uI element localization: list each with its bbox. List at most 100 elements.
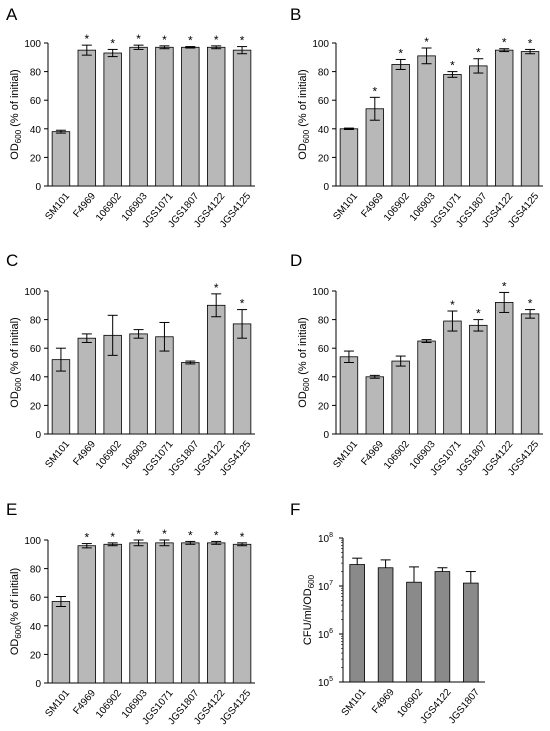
bar-d-jgs1071	[443, 320, 462, 435]
panel-letter-a: A	[6, 5, 18, 24]
significance-star-d: *	[476, 307, 481, 321]
bar-c-f4969	[77, 337, 97, 435]
y-tick-label-a: 20	[30, 153, 42, 164]
y-tick-label-c: 40	[30, 373, 42, 384]
bar-f-106902	[406, 581, 422, 683]
significance-star-e: *	[136, 527, 141, 541]
significance-star-b: *	[424, 35, 429, 49]
significance-star-a: *	[240, 34, 245, 48]
y-tick-label-c: 20	[30, 401, 42, 412]
x-tick-label-e: 106902	[94, 688, 124, 721]
bar-c-jgs1807	[181, 362, 200, 435]
bar-a-jgs1807	[181, 46, 200, 187]
y-tick-label-e: 80	[30, 565, 42, 576]
x-tick-label-f: SM101	[340, 687, 369, 719]
x-tick-label-e: SM101	[43, 688, 72, 720]
bar-c-jgs4122	[206, 304, 226, 435]
y-tick-label-a: 0	[35, 182, 41, 193]
bar-d-jgs4125	[520, 313, 540, 435]
y-axis-title-c: OD600 (% of initial)	[9, 317, 23, 407]
y-axis-title-b: OD600 (% of initial)	[297, 69, 311, 159]
significance-star-a: *	[110, 36, 115, 50]
bar-f-jgs1807	[463, 582, 479, 683]
y-tick-label-d: 0	[323, 430, 329, 441]
x-tick-label-a: 106902	[94, 191, 124, 224]
x-tick-label-a: SM101	[43, 191, 72, 223]
x-tick-label-c: 106902	[94, 439, 124, 472]
y-tick-label-f: 105	[318, 676, 333, 689]
bar-a-jgs4125	[232, 49, 252, 187]
x-tick-label-c: SM101	[43, 439, 72, 471]
significance-star-e: *	[214, 528, 219, 542]
significance-star-c: *	[240, 297, 245, 311]
y-tick-label-b: 100	[312, 39, 329, 50]
significance-star-b: *	[450, 59, 455, 73]
significance-star-a: *	[188, 34, 193, 48]
bar-d-106903	[417, 340, 436, 435]
bar-e-jgs4122	[206, 542, 226, 684]
y-tick-label-a: 60	[30, 96, 42, 107]
bar-f-jgs4122	[434, 571, 451, 683]
bar-e-f4969	[77, 545, 97, 684]
bar-a-sm101	[51, 131, 71, 187]
significance-star-a: *	[84, 32, 89, 46]
panel-letter-f: F	[290, 500, 300, 519]
bar-d-106902	[391, 360, 410, 435]
bar-b-sm101	[339, 128, 359, 187]
bar-b-jgs4122	[494, 49, 514, 187]
bar-a-jgs1071	[155, 46, 174, 187]
bar-c-jgs4125	[232, 323, 252, 435]
significance-star-e: *	[188, 528, 193, 542]
significance-star-b: *	[528, 36, 533, 50]
y-tick-label-e: 60	[30, 593, 42, 604]
panel-letter-e: E	[6, 500, 17, 519]
y-axis-title-a: OD600 (% of initial)	[9, 69, 23, 159]
bar-b-106903	[417, 55, 436, 187]
bar-b-jgs1807	[469, 65, 488, 187]
significance-star-a: *	[136, 32, 141, 46]
significance-star-a: *	[162, 33, 167, 47]
y-tick-label-b: 20	[318, 153, 330, 164]
y-tick-label-c: 100	[24, 287, 41, 298]
bar-e-sm101	[51, 601, 71, 684]
y-tick-label-d: 20	[318, 401, 330, 412]
y-tick-label-e: 0	[35, 679, 41, 690]
bar-d-jgs1807	[469, 324, 488, 435]
significance-star-b: *	[476, 46, 481, 60]
significance-star-e: *	[110, 530, 115, 544]
x-tick-label-b: SM101	[331, 191, 360, 223]
y-tick-label-e: 40	[30, 622, 42, 633]
bar-d-sm101	[339, 356, 359, 435]
x-tick-label-d: 106902	[382, 439, 412, 472]
y-axis-title-d: OD600 (% of initial)	[297, 317, 311, 407]
x-tick-label-f: JGS1807	[447, 687, 483, 726]
y-tick-label-a: 80	[30, 68, 42, 79]
x-tick-label-d: SM101	[331, 439, 360, 471]
bar-e-jgs1807	[181, 542, 200, 684]
y-tick-label-d: 60	[318, 344, 330, 355]
bar-c-106903	[129, 333, 148, 435]
panel-letter-b: B	[290, 5, 301, 24]
y-tick-label-b: 40	[318, 125, 330, 136]
bar-a-f4969	[77, 49, 97, 187]
y-tick-label-a: 100	[24, 39, 41, 50]
y-axis-title-e: OD600(% of initial)	[9, 568, 23, 655]
bar-d-jgs4122	[494, 302, 514, 435]
significance-star-e: *	[240, 530, 245, 544]
significance-star-e: *	[84, 531, 89, 545]
y-tick-label-b: 60	[318, 96, 330, 107]
y-tick-label-f: 106	[318, 628, 333, 641]
significance-star-c: *	[214, 281, 219, 295]
bar-a-106903	[129, 46, 148, 187]
y-tick-label-c: 0	[35, 430, 41, 441]
bar-e-106903	[129, 542, 148, 684]
significance-star-e: *	[162, 527, 167, 541]
y-tick-label-a: 40	[30, 125, 42, 136]
